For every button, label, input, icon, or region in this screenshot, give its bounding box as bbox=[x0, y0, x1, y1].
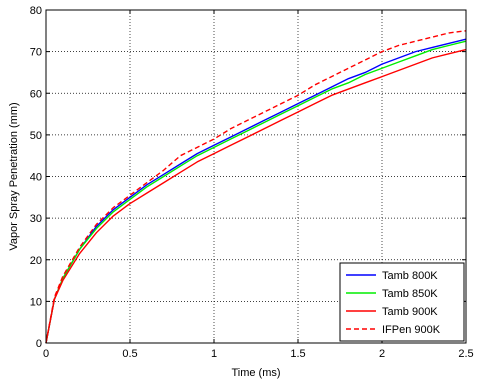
legend: Tamb 800K Tamb 850K Tamb 900K IFPen 900K bbox=[339, 262, 465, 342]
x-tick-label: 2.5 bbox=[458, 348, 473, 360]
y-tick-label: 20 bbox=[30, 255, 42, 267]
grid-lines bbox=[46, 10, 466, 343]
x-tick-label: 0.5 bbox=[122, 348, 137, 360]
y-tick-label: 50 bbox=[30, 130, 42, 142]
x-tick-label: 1.5 bbox=[290, 348, 305, 360]
y-tick-label: 40 bbox=[30, 172, 42, 184]
y-axis-label: Vapor Spray Penetration (mm) bbox=[8, 102, 20, 250]
x-tick-label: 0 bbox=[43, 348, 49, 360]
y-tick-label: 70 bbox=[30, 47, 42, 59]
legend-label: Tamb 900K bbox=[382, 306, 438, 318]
y-tick-label: 60 bbox=[30, 88, 42, 100]
series-line-tamb-850k bbox=[45, 40, 467, 344]
x-axis-label: Time (ms) bbox=[231, 367, 280, 379]
series-line-tamb-800k bbox=[45, 38, 467, 344]
legend-label: Tamb 850K bbox=[382, 288, 438, 300]
legend-label: IFPen 900K bbox=[382, 324, 441, 336]
axis-ticks: 0 0.5 1 1.5 2 2.5 0 10 20 30 40 50 60 70 80 bbox=[30, 5, 474, 360]
y-tick-label: 80 bbox=[30, 5, 42, 17]
legend-box bbox=[339, 262, 465, 342]
x-tick-label: 2 bbox=[379, 348, 385, 360]
series-line-tamb-900k bbox=[45, 48, 467, 344]
y-tick-label: 30 bbox=[30, 213, 42, 225]
x-tick-label: 1 bbox=[211, 348, 217, 360]
legend-label: Tamb 800K bbox=[382, 270, 438, 282]
y-tick-label: 0 bbox=[36, 338, 42, 350]
series-line-ifpen-900k bbox=[45, 30, 467, 344]
y-tick-label: 10 bbox=[30, 296, 42, 308]
series-layer bbox=[45, 30, 467, 344]
